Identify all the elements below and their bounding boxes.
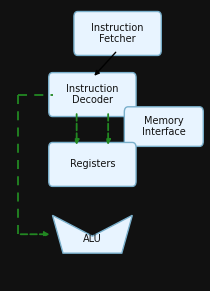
Text: ALU: ALU [83, 234, 102, 244]
FancyBboxPatch shape [74, 12, 161, 55]
FancyBboxPatch shape [49, 143, 136, 187]
FancyBboxPatch shape [124, 107, 203, 146]
Text: Memory
Interface: Memory Interface [142, 116, 186, 137]
Polygon shape [52, 215, 132, 253]
Text: Instruction
Fetcher: Instruction Fetcher [91, 23, 144, 44]
Text: Instruction
Decoder: Instruction Decoder [66, 84, 119, 105]
FancyBboxPatch shape [49, 72, 136, 117]
Text: Registers: Registers [70, 159, 115, 169]
